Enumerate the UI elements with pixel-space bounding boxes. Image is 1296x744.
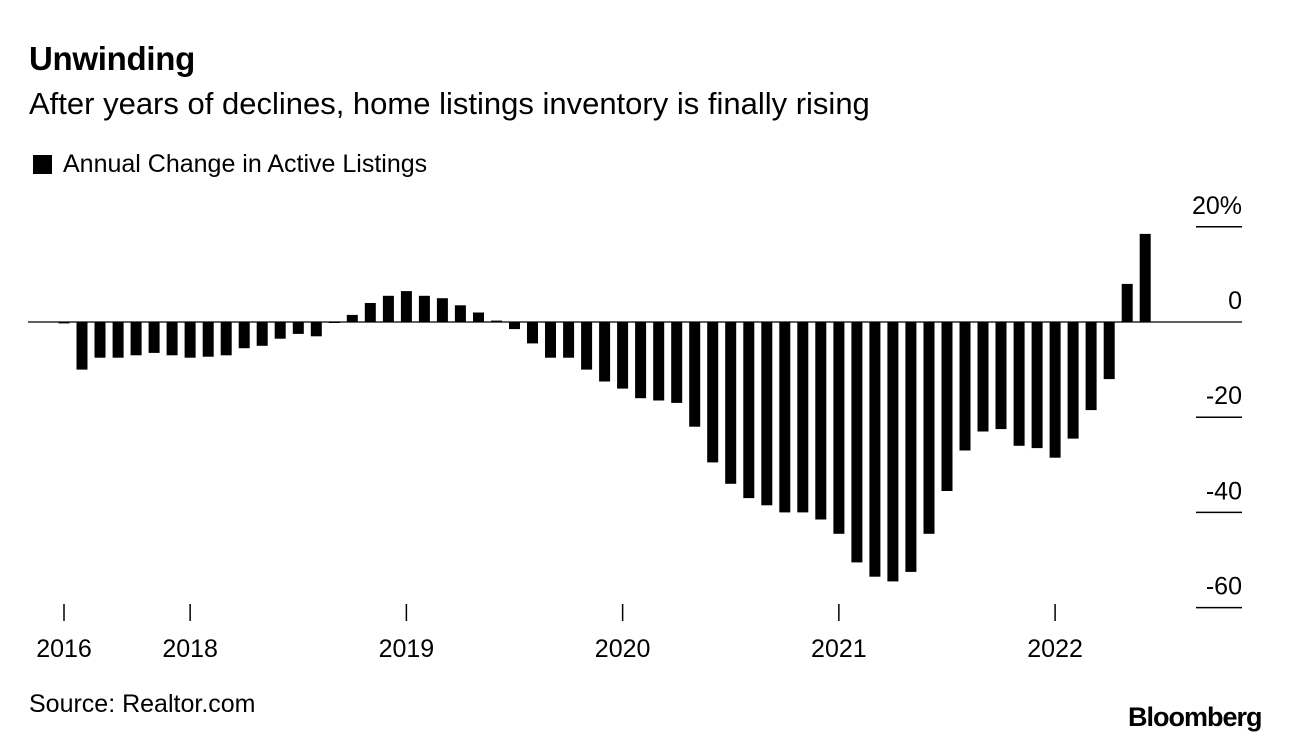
legend: Annual Change in Active Listings: [33, 150, 427, 179]
legend-swatch: [33, 155, 52, 174]
bar: [1139, 233, 1151, 322]
bar: [94, 322, 106, 358]
bar: [977, 322, 989, 432]
bar: [689, 322, 701, 427]
bar: [1067, 322, 1079, 439]
bar: [959, 322, 971, 451]
bar: [473, 312, 484, 322]
bar: [905, 322, 917, 572]
y-tick-label: -60: [1206, 573, 1242, 601]
bar: [743, 322, 755, 499]
x-tick-label: 2021: [811, 635, 867, 663]
bar: [599, 322, 611, 382]
bar: [112, 322, 124, 358]
bar: [545, 322, 556, 358]
bar: [797, 322, 809, 513]
bar: [58, 322, 70, 324]
bar: [364, 303, 376, 322]
y-tick-label: -20: [1206, 382, 1242, 410]
bar: [851, 322, 863, 563]
bar: [130, 322, 142, 356]
bar: [76, 322, 88, 370]
bar: [923, 322, 935, 534]
bar: [869, 322, 881, 577]
bar: [310, 322, 322, 337]
bar: [184, 322, 196, 358]
x-tick-label: 2016: [36, 635, 92, 663]
bar: [995, 322, 1007, 430]
bar: [1031, 322, 1043, 449]
bar: [238, 322, 250, 349]
legend-label: Annual Change in Active Listings: [63, 150, 428, 178]
bar: [833, 322, 845, 534]
bar: [815, 322, 827, 520]
bar: [454, 305, 466, 322]
bar: [166, 322, 178, 356]
chart-title: Unwinding: [29, 40, 195, 77]
bar: [653, 322, 665, 401]
bar: [346, 314, 358, 322]
bar: [887, 322, 899, 582]
bar: [491, 320, 502, 322]
bar: [581, 322, 593, 370]
bar: [382, 295, 394, 322]
bar: [292, 322, 304, 334]
bar: [527, 322, 538, 344]
brand-logo: Bloomberg: [1128, 702, 1263, 732]
source-note: Source: Realtor.com: [29, 690, 256, 718]
bars-group: [58, 233, 1151, 582]
bar: [220, 322, 232, 356]
bar: [256, 322, 268, 346]
bar: [1121, 283, 1133, 322]
bar: [635, 322, 647, 399]
bar: [725, 322, 737, 484]
chart-subtitle: After years of declines, home listings i…: [29, 86, 870, 121]
bar: [761, 322, 773, 506]
bar: [1049, 322, 1061, 458]
x-tick-label: 2022: [1027, 635, 1083, 663]
bar: [418, 295, 430, 322]
bar: [274, 322, 286, 339]
x-tick-label: 2020: [595, 635, 651, 663]
y-tick-label: -40: [1206, 477, 1242, 505]
x-tick-label: 2019: [379, 635, 435, 663]
bar: [779, 322, 791, 513]
y-tick-label: 20%: [1192, 192, 1242, 220]
bar: [707, 322, 719, 463]
bar: [563, 322, 575, 358]
y-axis: 20% 0 -20 -40 -60: [28, 192, 1242, 609]
bar: [941, 322, 953, 491]
bar: [202, 322, 214, 357]
bar: [436, 298, 448, 322]
y-tick-label: 0: [1228, 287, 1242, 315]
bar: [400, 291, 412, 322]
bar: [509, 322, 520, 330]
bar: [617, 322, 629, 389]
bar: [148, 322, 160, 353]
bar: [1085, 322, 1097, 411]
bar: [1103, 322, 1115, 380]
bar: [1013, 322, 1025, 446]
x-axis: 2016 2018 2019 2020 2021 2022: [36, 604, 1083, 663]
bar: [671, 322, 683, 403]
x-tick-label: 2018: [162, 635, 218, 663]
